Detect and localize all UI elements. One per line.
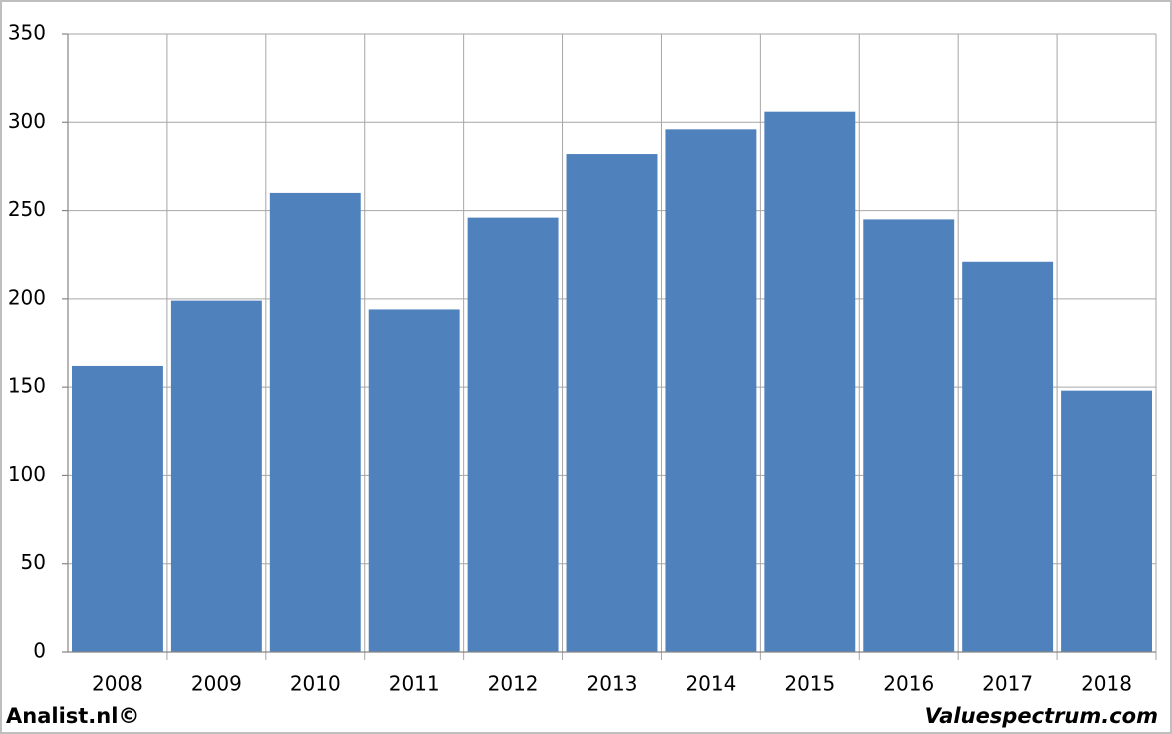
x-tick-label: 2013 [587, 672, 638, 696]
y-tick-label: 0 [33, 639, 46, 663]
y-tick-label: 50 [21, 550, 46, 574]
y-tick-label: 150 [8, 374, 46, 398]
bar [764, 111, 856, 653]
bar [170, 300, 262, 652]
bar [269, 192, 361, 652]
y-tick-label: 200 [8, 285, 46, 309]
x-tick-label: 2010 [290, 672, 341, 696]
x-tick-label: 2016 [883, 672, 934, 696]
y-tick-label: 350 [8, 21, 46, 45]
bar [566, 154, 658, 652]
y-tick-label: 300 [8, 109, 46, 133]
x-tick-label: 2018 [1081, 672, 1132, 696]
bar [1061, 390, 1152, 652]
bar [863, 219, 955, 652]
x-tick-label: 2014 [685, 672, 736, 696]
bar [467, 217, 559, 653]
x-tick-label: 2008 [92, 672, 143, 696]
source-right: Valuespectrum.com [925, 704, 1158, 728]
bar [72, 365, 163, 652]
y-tick-label: 250 [8, 197, 46, 221]
bar [962, 261, 1054, 652]
bar [665, 129, 757, 652]
x-tick-label: 2012 [488, 672, 539, 696]
y-tick-label: 100 [8, 462, 46, 486]
bar [368, 309, 460, 652]
x-tick-label: 2017 [982, 672, 1033, 696]
x-tick-label: 2015 [784, 672, 835, 696]
x-tick-label: 2011 [389, 672, 440, 696]
x-tick-label: 2009 [191, 672, 242, 696]
source-left: Analist.nl© [6, 704, 139, 728]
